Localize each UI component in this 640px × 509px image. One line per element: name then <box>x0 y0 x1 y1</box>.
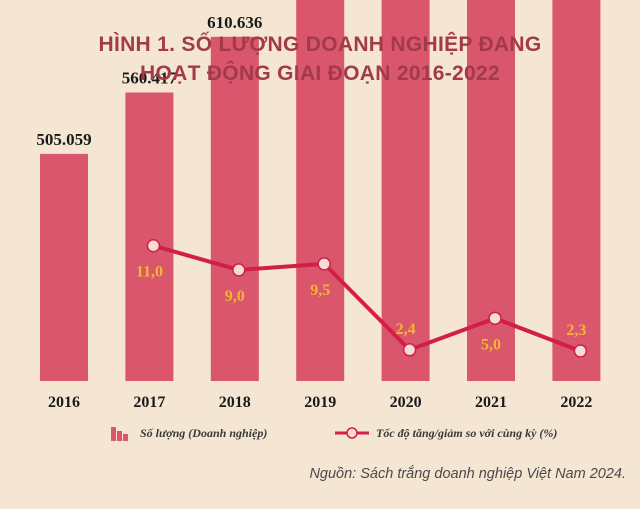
rate-label-2017: 11,0 <box>136 264 163 281</box>
chart-title: HÌNH 1. SỐ LƯỢNG DOANH NGHIỆP ĐANG HOẠT … <box>0 30 640 88</box>
rate-marker-2022 <box>573 344 588 358</box>
legend: Số lượng (Doanh nghiệp) Tốc độ tăng/giảm… <box>0 424 640 446</box>
rate-marker-2018 <box>232 263 246 277</box>
rate-label-2019: 9,5 <box>310 282 330 299</box>
x-axis-tick-labels: 2016 2017 2018 2019 2020 2021 2022 <box>48 394 592 411</box>
legend-item-line: Tốc độ tăng/giảm so với cùng kỳ (%) <box>334 424 557 442</box>
rate-label-2021: 5,0 <box>481 336 501 353</box>
bar-2022 <box>552 0 601 381</box>
rate-label-2020: 2,4 <box>396 321 416 338</box>
bar-2016 <box>40 153 88 381</box>
legend-line-label: Tốc độ tăng/giảm so với cùng kỳ (%) <box>376 425 558 440</box>
chart-title-line-2: HOẠT ĐỘNG GIAI ĐOẠN 2016-2022 <box>140 62 500 85</box>
legend-bars-label: Số lượng (Doanh nghiệp) <box>140 425 268 440</box>
bars-layer <box>40 0 601 381</box>
x-tick-2019: 2019 <box>304 394 336 411</box>
rate-labels: 11,0 9,0 9,5 2,4 5,0 2,3 <box>136 264 587 354</box>
bar-value-labels: 505.059560.417610.636668.505684.260718.6… <box>36 13 262 149</box>
bar-2020 <box>381 0 430 381</box>
bar-2019 <box>296 0 345 381</box>
bar-2017 <box>125 92 174 381</box>
chart-title-line-1: HÌNH 1. SỐ LƯỢNG DOANH NGHIỆP ĐANG <box>98 33 542 56</box>
legend-line-icon <box>335 427 369 439</box>
x-tick-2022: 2022 <box>560 394 592 411</box>
rate-marker-2017 <box>146 238 161 253</box>
bar-value-label-2016: 505.059 <box>36 130 91 149</box>
legend-bar-icon <box>111 427 128 441</box>
x-tick-2016: 2016 <box>48 394 80 411</box>
x-tick-2021: 2021 <box>475 394 507 411</box>
legend-item-bars: Số lượng (Doanh nghiệp) <box>110 424 267 442</box>
bar-value-label-2017: 560.417 <box>122 68 178 87</box>
rate-marker-2021 <box>488 311 502 326</box>
x-tick-2018: 2018 <box>219 394 251 411</box>
rate-marker-2020 <box>402 343 417 357</box>
source-note: Nguồn: Sách trắng doanh nghiệp Việt Nam … <box>309 466 626 482</box>
rate-line-layer <box>146 238 588 358</box>
rate-line <box>152 243 582 353</box>
rate-label-2018: 9,0 <box>225 288 245 305</box>
bar-value-label-2018: 610.636 <box>207 13 262 32</box>
rate-marker-2019 <box>317 257 331 271</box>
rate-label-2022: 2,3 <box>566 322 586 339</box>
x-tick-2017: 2017 <box>133 394 165 411</box>
bar-2018 <box>210 36 259 381</box>
x-tick-2020: 2020 <box>390 394 422 411</box>
